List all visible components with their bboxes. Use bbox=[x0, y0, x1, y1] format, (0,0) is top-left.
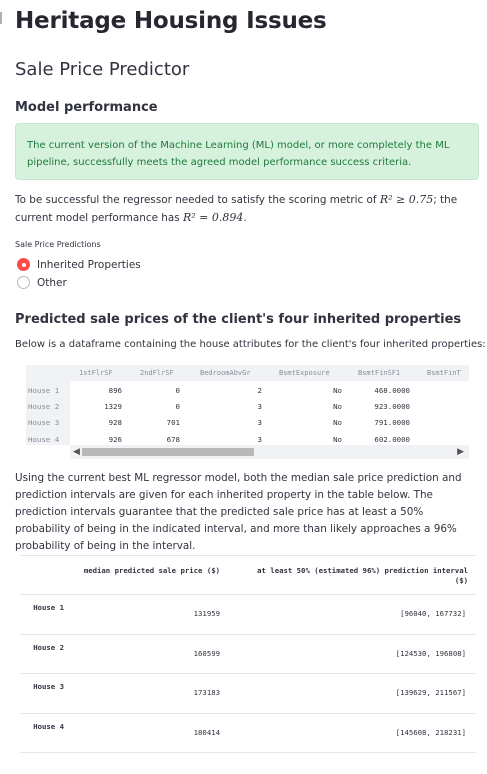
scoring-metric-current: R² = 0.894 bbox=[182, 211, 244, 224]
scoring-text-1: To be successful the regressor needed to… bbox=[15, 194, 380, 206]
dataframe-cell[interactable]: 923.0000 bbox=[374, 402, 410, 411]
dataframe-col-header[interactable]: BsmtFinSF1 bbox=[358, 369, 401, 377]
scoring-paragraph: To be successful the regressor needed to… bbox=[15, 191, 477, 227]
prediction-explanation: Using the current best ML regressor mode… bbox=[15, 472, 462, 552]
interval-cell: [124530, 196808] bbox=[395, 648, 466, 658]
dataframe-cell[interactable]: No bbox=[333, 418, 342, 427]
dataframe-cell[interactable]: 678 bbox=[166, 435, 180, 444]
dataframe-horizontal-scrollbar[interactable]: ◀ ▶ bbox=[70, 445, 469, 459]
radio-option-label: Inherited Properties bbox=[37, 258, 141, 271]
dataframe-grid: 1stFlrSF 2ndFlrSF BedroomAbvGr BsmtExpos… bbox=[26, 365, 469, 445]
dataframe-cell[interactable]: 3 bbox=[257, 435, 262, 444]
col-header-median: median predicted sale price ($) bbox=[83, 566, 220, 575]
radio-group-label: Sale Price Predictions bbox=[15, 240, 101, 249]
dataframe-cell[interactable]: 701 bbox=[166, 418, 180, 427]
dataframe-row: House 1 896 0 2 No 468.0000 bbox=[26, 382, 469, 398]
median-price-cell: 131959 bbox=[193, 609, 220, 618]
dataframe-intro: Below is a dataframe containing the hous… bbox=[15, 339, 486, 350]
table-row: House 1 131959 [96040, 167732] bbox=[20, 595, 476, 635]
scoring-text-2: ; the current model performance has bbox=[15, 194, 458, 224]
scoring-text-3: . bbox=[243, 212, 247, 224]
dataframe-cell[interactable]: No bbox=[333, 435, 342, 444]
dataframe-cell[interactable]: 791.0000 bbox=[374, 418, 410, 427]
dataframe-cell[interactable]: 0 bbox=[175, 386, 180, 395]
dataframe-cell[interactable]: 602.0000 bbox=[374, 435, 410, 444]
page-title: Heritage Housing Issues bbox=[15, 8, 327, 34]
median-price-cell: 173183 bbox=[193, 688, 220, 697]
inherited-section-title: Predicted sale prices of the client's fo… bbox=[15, 312, 462, 327]
dataframe-cell[interactable]: 928 bbox=[108, 418, 122, 427]
dataframe-cell[interactable]: 0 bbox=[175, 402, 180, 411]
radio-option-other[interactable]: Other bbox=[17, 276, 67, 289]
col-header-interval: at least 50% (estimated 96%) prediction … bbox=[257, 566, 468, 585]
interval-cell: [139629, 211567] bbox=[395, 688, 466, 697]
table-row: House 2 160599 [124530, 196808] bbox=[20, 635, 476, 674]
dataframe-cell[interactable]: 1329 bbox=[104, 402, 122, 411]
dataframe-row: House 3 928 701 3 No 791.0000 bbox=[26, 414, 469, 430]
table-row-label: House 4 bbox=[33, 721, 64, 731]
dataframe-col-header[interactable]: BsmtFinT bbox=[427, 369, 461, 377]
scroll-left-arrow-icon[interactable]: ◀ bbox=[73, 447, 80, 457]
radio-option-label: Other bbox=[37, 276, 67, 289]
median-price-cell: 160599 bbox=[193, 648, 220, 658]
dataframe-index-column bbox=[26, 365, 70, 445]
page-subtitle: Sale Price Predictor bbox=[15, 59, 190, 80]
prediction-table-header: median predicted sale price ($) at least… bbox=[20, 555, 476, 595]
scoring-metric-threshold: R² ≥ 0.75 bbox=[379, 193, 434, 206]
dataframe-row: House 4 926 678 3 No 602.0000 bbox=[26, 431, 469, 445]
dataframe-cell[interactable]: No bbox=[333, 386, 342, 395]
dataframe-cell[interactable]: 926 bbox=[108, 435, 122, 444]
dataframe-row-label: House 2 bbox=[28, 402, 60, 411]
radio-unselected-icon[interactable] bbox=[17, 276, 30, 289]
dataframe-col-header[interactable]: 1stFlrSF bbox=[79, 369, 113, 377]
dataframe-cell[interactable]: 3 bbox=[257, 418, 262, 427]
dataframe-cell[interactable]: 2 bbox=[257, 386, 262, 395]
dataframe-row-label: House 3 bbox=[28, 418, 60, 427]
dataframe-row: House 2 1329 0 3 No 923.0000 bbox=[26, 398, 469, 414]
section-heading-model-performance: Model performance bbox=[15, 100, 158, 115]
success-alert-text: The current version of the Machine Learn… bbox=[27, 140, 450, 168]
dataframe[interactable]: 1stFlrSF 2ndFlrSF BedroomAbvGr BsmtExpos… bbox=[26, 365, 469, 459]
dataframe-row-label: House 1 bbox=[28, 386, 60, 395]
scrollbar-thumb[interactable] bbox=[82, 448, 254, 456]
table-row-label: House 1 bbox=[33, 603, 64, 612]
dataframe-cell[interactable]: 896 bbox=[108, 386, 122, 395]
table-row: House 3 173183 [139629, 211567] bbox=[20, 674, 476, 714]
dataframe-header: 1stFlrSF 2ndFlrSF BedroomAbvGr BsmtExpos… bbox=[26, 365, 469, 381]
dataframe-row-label: House 4 bbox=[28, 435, 60, 444]
scroll-right-arrow-icon[interactable]: ▶ bbox=[457, 447, 464, 457]
interval-cell: [96040, 167732] bbox=[400, 609, 466, 618]
dataframe-col-header[interactable]: BedroomAbvGr bbox=[200, 369, 251, 377]
table-row-label: House 3 bbox=[33, 682, 64, 691]
interval-cell: [145608, 218231] bbox=[395, 727, 466, 737]
radio-selected-icon[interactable] bbox=[17, 258, 30, 271]
table-row-label: House 2 bbox=[33, 642, 64, 652]
dataframe-cell[interactable]: No bbox=[333, 402, 342, 411]
dataframe-cell[interactable]: 468.0000 bbox=[374, 386, 410, 395]
anchor-link-marker bbox=[0, 12, 2, 24]
median-price-cell: 180414 bbox=[193, 727, 220, 737]
table-row: House 4 180414 [145608, 218231] bbox=[20, 714, 476, 753]
dataframe-col-header[interactable]: 2ndFlrSF bbox=[140, 369, 174, 377]
dataframe-col-header[interactable]: BsmtExposure bbox=[279, 369, 330, 377]
dataframe-cell[interactable]: 3 bbox=[257, 402, 262, 411]
success-alert: The current version of the Machine Learn… bbox=[15, 123, 479, 180]
radio-option-inherited[interactable]: Inherited Properties bbox=[17, 258, 141, 271]
